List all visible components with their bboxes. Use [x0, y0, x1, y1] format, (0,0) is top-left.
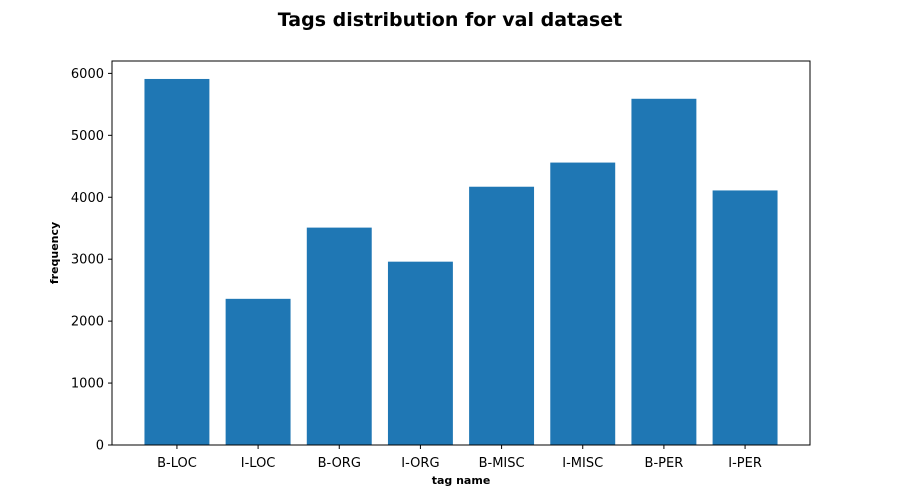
- bar-i-loc: [225, 298, 291, 445]
- x-tick-label: I-PER: [728, 456, 762, 471]
- y-tick-label: 0: [96, 439, 104, 454]
- x-axis-label: tag name: [432, 474, 491, 487]
- bar-b-org: [306, 227, 372, 445]
- bar-i-org: [387, 261, 453, 445]
- y-tick-label: 4000: [71, 191, 104, 206]
- x-tick-label: B-PER: [645, 456, 684, 471]
- y-axis-label: frequency: [48, 222, 61, 284]
- y-tick-label: 1000: [71, 377, 104, 392]
- bar-i-misc: [550, 162, 616, 445]
- y-tick-label: 6000: [71, 67, 104, 82]
- plot-area-frame: [111, 60, 811, 446]
- x-tick-label: I-MISC: [562, 456, 603, 471]
- bars-group: [144, 78, 778, 446]
- x-tick-label: B-LOC: [157, 456, 197, 471]
- y-tick-label: 5000: [71, 129, 104, 144]
- x-tick-label: I-LOC: [241, 456, 276, 471]
- y-tick-label: 3000: [71, 253, 104, 268]
- y-tick-label: 2000: [71, 315, 104, 330]
- x-axis-ticks: B-LOC I-LOC B-ORG I-ORG B-MISC I-MISC B-PER I-P…: [157, 445, 762, 471]
- x-tick-label: B-MISC: [479, 456, 525, 471]
- bar-b-per: [631, 98, 697, 446]
- bar-i-per: [712, 190, 778, 445]
- bar-b-loc: [144, 78, 210, 445]
- x-tick-label: I-ORG: [401, 456, 439, 471]
- bar-b-misc: [469, 186, 535, 445]
- chart-title: Tags distribution for val dataset: [278, 9, 622, 31]
- x-tick-label: B-ORG: [318, 456, 361, 471]
- y-axis-ticks: 0 1000 2000 3000 4000 5000 6000: [71, 67, 112, 454]
